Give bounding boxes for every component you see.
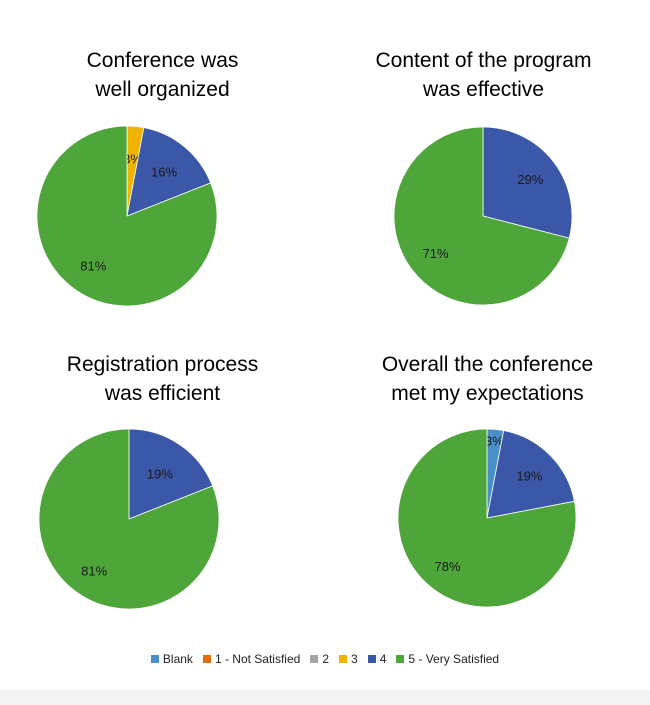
pie-slice-label: 81% [81,563,107,578]
pie-slice-4 [482,126,573,239]
chart-program-content: Content of the program was effective 29%… [321,46,646,346]
legend-swatch [367,655,376,663]
chart-title: Content of the program was effective [375,49,592,101]
legend-label: 1 - Not Satisfied [214,652,301,666]
pie-slice-5-very-satisfied [38,428,220,610]
pie-chart: 3% 19% 78% [397,428,577,608]
pie-slice-5-very-satisfied [397,428,577,608]
pie-chart: 3%16%81% [36,125,218,307]
pie-slice-5-very-satisfied [393,126,570,306]
pie-slice-label: 29% [517,172,543,187]
legend-label: 5 - Very Satisfied [408,652,500,666]
legend-item-blank: Blank [150,652,193,666]
pie-slice-label: 19% [516,469,542,484]
legend-swatch [150,655,159,663]
chart-overall-expectations: Overall the conference met my expectatio… [325,350,650,650]
legend-item-2: 2 [310,652,329,666]
pie-slice-4 [126,127,212,217]
legend-label: 4 [379,652,387,666]
chart-title: Registration process was efficient [66,353,259,405]
legend-label: 3 [351,652,358,666]
chart-title: Conference was well organized [86,49,239,101]
legend-swatch [339,655,347,663]
pie-slice-label: 3% [485,433,504,448]
pie-slice-5-very-satisfied [36,125,218,307]
pie-chart: 29% 71% [393,126,573,306]
chart-conference-organized: Conference was well organized 3% 16% 81% [0,46,325,346]
legend-item-5-very-satisfied: 5 - Very Satisfied [396,652,499,666]
pie-slice-label: 71% [423,246,449,261]
legend-item-4: 4 [367,652,387,666]
pie-chart: 19% 81% [38,428,220,610]
pie-slice-label: 78% [434,559,460,574]
bottom-band [0,690,650,705]
legend-item-1-not-satisfied: 1 - Not Satisfied [202,652,301,666]
legend-swatch [310,655,319,663]
legend-swatch [202,655,211,663]
pie-slice-label: 19% [147,467,173,482]
legend-label: 2 [322,652,329,666]
legend-item-3: 3 [339,652,358,666]
pie-slice-label: 16% [151,164,177,179]
pie-slice-4 [486,430,575,519]
legend: Blank 1 - Not Satisfied 2 3 4 5 - Very Satisf… [0,652,650,666]
pie-slice-label: 81% [80,259,106,274]
chart-registration-process: Registration process was efficient 19% 81… [0,350,325,650]
legend-label: Blank [162,652,193,666]
pie-slice-4 [128,428,214,520]
legend-swatch [396,655,405,663]
chart-title: Overall the conference met my expectatio… [381,353,594,405]
